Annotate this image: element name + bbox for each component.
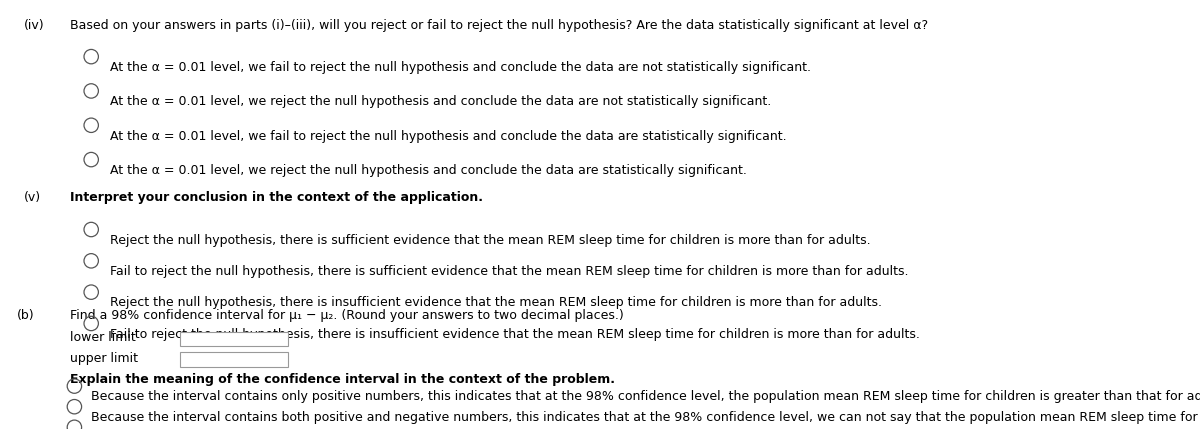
FancyBboxPatch shape — [180, 332, 288, 346]
Text: Based on your answers in parts (i)–(iii), will you reject or fail to reject the : Based on your answers in parts (i)–(iii)… — [70, 19, 928, 32]
Text: At the α = 0.01 level, we reject the null hypothesis and conclude the data are n: At the α = 0.01 level, we reject the nul… — [110, 95, 772, 108]
Text: Find a 98% confidence interval for μ₁ − μ₂. (Round your answers to two decimal p: Find a 98% confidence interval for μ₁ − … — [70, 309, 623, 322]
Text: Fail to reject the null hypothesis, there is sufficient evidence that the mean R: Fail to reject the null hypothesis, ther… — [110, 265, 908, 278]
Text: upper limit: upper limit — [70, 352, 138, 365]
Text: Interpret your conclusion in the context of the application.: Interpret your conclusion in the context… — [70, 191, 482, 204]
Text: At the α = 0.01 level, we reject the null hypothesis and conclude the data are s: At the α = 0.01 level, we reject the nul… — [110, 164, 748, 177]
Text: At the α = 0.01 level, we fail to reject the null hypothesis and conclude the da: At the α = 0.01 level, we fail to reject… — [110, 130, 787, 142]
Text: Because the interval contains only positive numbers, this indicates that at the : Because the interval contains only posit… — [91, 390, 1200, 403]
Text: Because the interval contains both positive and negative numbers, this indicates: Because the interval contains both posit… — [91, 411, 1200, 424]
Text: (b): (b) — [17, 309, 35, 322]
Text: (iv): (iv) — [24, 19, 44, 32]
Text: lower limit: lower limit — [70, 331, 136, 344]
Text: Reject the null hypothesis, there is insufficient evidence that the mean REM sle: Reject the null hypothesis, there is ins… — [110, 296, 882, 309]
Text: Reject the null hypothesis, there is sufficient evidence that the mean REM sleep: Reject the null hypothesis, there is suf… — [110, 234, 871, 247]
FancyBboxPatch shape — [180, 352, 288, 367]
Text: At the α = 0.01 level, we fail to reject the null hypothesis and conclude the da: At the α = 0.01 level, we fail to reject… — [110, 61, 811, 74]
Text: (v): (v) — [24, 191, 41, 204]
Text: Explain the meaning of the confidence interval in the context of the problem.: Explain the meaning of the confidence in… — [70, 373, 614, 386]
Text: Fail to reject the null hypothesis, there is insufficient evidence that the mean: Fail to reject the null hypothesis, ther… — [110, 328, 920, 341]
